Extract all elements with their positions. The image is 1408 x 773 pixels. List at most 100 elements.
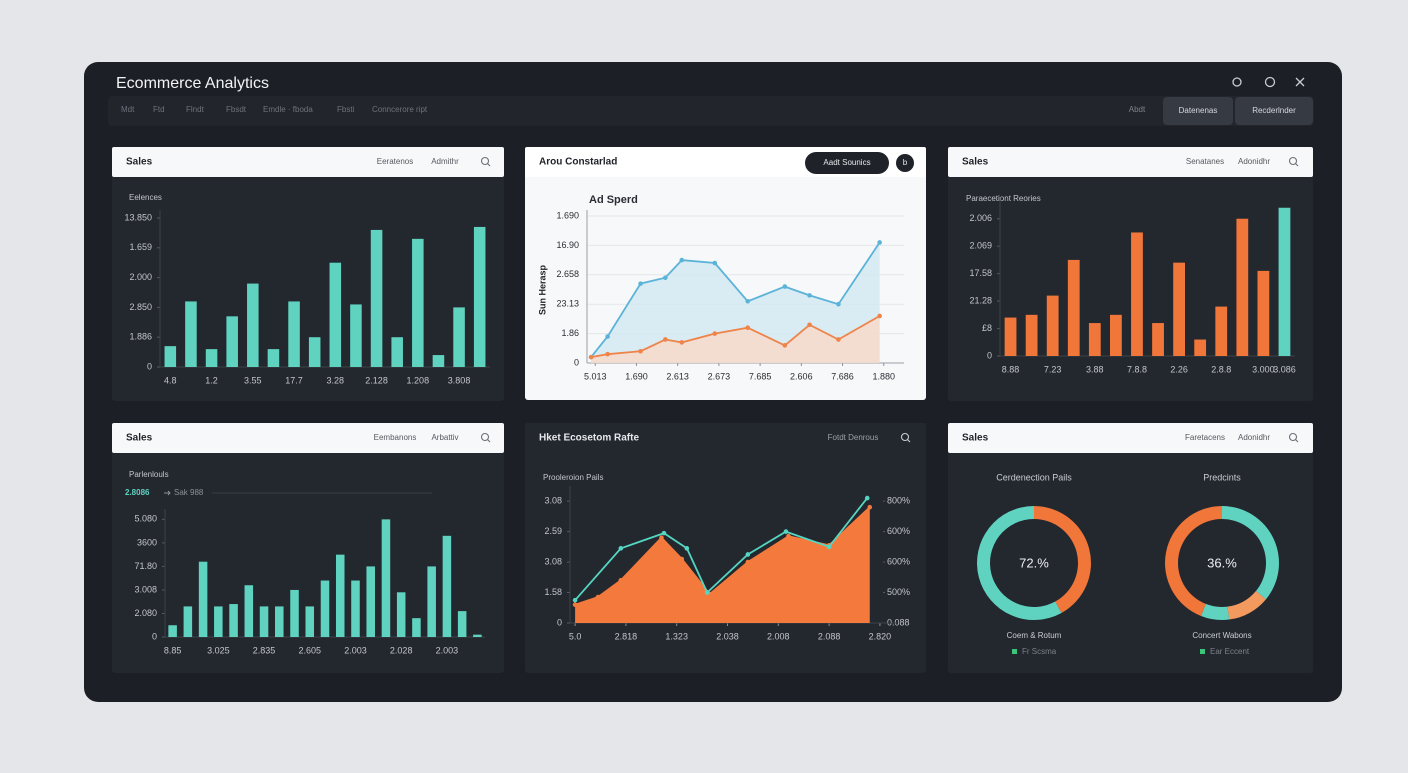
search-icon[interactable] bbox=[1288, 432, 1298, 442]
search-icon[interactable] bbox=[1288, 156, 1298, 166]
window-icon[interactable] bbox=[1232, 77, 1242, 87]
x-tick-label: 5.0 bbox=[569, 631, 582, 641]
panel-button[interactable] bbox=[805, 152, 889, 174]
nav-item[interactable]: Flndt bbox=[186, 105, 205, 114]
panel-header bbox=[525, 423, 926, 453]
y-tick-label: 23.13 bbox=[556, 299, 579, 309]
panel-title: Sales bbox=[962, 433, 989, 444]
bar bbox=[1088, 323, 1101, 356]
y-tick-label: 13.850 bbox=[124, 212, 152, 222]
search-icon[interactable] bbox=[1295, 163, 1299, 167]
point bbox=[588, 354, 594, 360]
panel-tab[interactable]: Arbattiv bbox=[431, 433, 458, 442]
header-button-label[interactable]: Datenenas bbox=[1179, 106, 1218, 115]
x-tick-label: 2.008 bbox=[767, 631, 790, 641]
point bbox=[572, 597, 578, 603]
bar bbox=[247, 283, 259, 367]
y-tick-label: 2.850 bbox=[129, 302, 152, 312]
panel-tab[interactable]: Adonidhr bbox=[1238, 157, 1270, 166]
x-tick-label: 7.686 bbox=[831, 371, 854, 381]
point bbox=[745, 552, 751, 557]
nav-item[interactable]: Emdle · fboda bbox=[263, 105, 313, 114]
header-button[interactable] bbox=[1235, 97, 1313, 125]
x-tick-label: 3.000 bbox=[1252, 364, 1275, 374]
bar bbox=[267, 349, 280, 367]
header-button[interactable] bbox=[1163, 97, 1233, 125]
x-tick-label: 5.013 bbox=[584, 371, 607, 381]
search-icon[interactable] bbox=[480, 432, 490, 442]
x-tick-label: 2.818 bbox=[615, 631, 638, 641]
y-tick-label: 2.069 bbox=[969, 241, 992, 251]
y-tick-label: 1.86 bbox=[561, 328, 579, 338]
line bbox=[574, 506, 871, 606]
y-tick-label: 2.080 bbox=[134, 608, 157, 618]
panel-icon[interactable] bbox=[896, 154, 914, 172]
x-tick-label: 2.028 bbox=[390, 645, 413, 655]
bar bbox=[473, 634, 482, 637]
bar bbox=[329, 262, 342, 367]
bar bbox=[275, 606, 284, 637]
chart-subtitle: Parlenlouls bbox=[129, 470, 169, 479]
nav-link[interactable]: Abdt bbox=[1129, 105, 1146, 114]
point bbox=[745, 325, 751, 331]
close-icon[interactable] bbox=[1295, 77, 1305, 87]
bar bbox=[391, 337, 403, 367]
x-tick-label: 3.88 bbox=[1086, 364, 1104, 374]
nav-item[interactable]: Fbsdt bbox=[226, 105, 247, 114]
bar bbox=[214, 606, 223, 637]
donut-title: Predcints bbox=[1203, 472, 1241, 482]
point bbox=[663, 337, 668, 342]
nav-item[interactable]: Conncerore ript bbox=[372, 105, 428, 114]
panel-icon-label[interactable]: b bbox=[903, 158, 908, 167]
y-tick-label: 0 bbox=[152, 631, 157, 641]
bar bbox=[442, 535, 452, 637]
area bbox=[591, 316, 880, 363]
bar bbox=[1152, 323, 1164, 356]
y-tick-label: 16.90 bbox=[556, 240, 579, 250]
bar bbox=[288, 301, 300, 367]
panel-title: Hket Ecosetom Rafte bbox=[539, 433, 639, 444]
panel-tab[interactable]: Faretacens bbox=[1185, 433, 1225, 442]
panel-title: Sales bbox=[126, 157, 153, 168]
x-tick-label: 2.835 bbox=[253, 645, 276, 655]
panel-tab[interactable]: Senatanes bbox=[1186, 157, 1224, 166]
search-icon[interactable] bbox=[487, 439, 491, 443]
bar bbox=[432, 355, 445, 367]
search-icon[interactable] bbox=[1295, 439, 1299, 443]
x-tick-label: 17.7 bbox=[285, 375, 303, 385]
bar bbox=[350, 304, 362, 367]
panel-title: Arou Constarlad bbox=[539, 157, 617, 168]
point bbox=[638, 281, 643, 286]
bar bbox=[335, 554, 345, 637]
header-button-label[interactable]: Recderlnder bbox=[1252, 106, 1296, 115]
y-tick-label: 3.008 bbox=[134, 584, 157, 594]
search-icon[interactable] bbox=[900, 432, 910, 442]
donut-segment bbox=[1222, 506, 1280, 600]
bar bbox=[457, 611, 467, 637]
panel-tab[interactable]: Admithr bbox=[431, 157, 459, 166]
donut-center-label: 36.% bbox=[1207, 555, 1237, 570]
window-icon[interactable] bbox=[1264, 76, 1276, 88]
search-icon[interactable] bbox=[487, 163, 491, 167]
bar bbox=[259, 606, 269, 637]
bar bbox=[1109, 314, 1122, 356]
bar bbox=[244, 585, 254, 637]
panel-tab[interactable]: Fotdt Denrous bbox=[828, 433, 879, 442]
panel-tab[interactable]: Eembanons bbox=[374, 433, 417, 442]
nav-item[interactable]: Fbsti bbox=[337, 105, 355, 114]
point bbox=[679, 556, 685, 562]
search-icon[interactable] bbox=[480, 156, 490, 166]
nav-item[interactable]: Ftd bbox=[153, 105, 165, 114]
search-icon[interactable] bbox=[907, 439, 911, 443]
point bbox=[807, 293, 812, 298]
bar bbox=[381, 519, 391, 637]
panel-tab[interactable]: Adonidhr bbox=[1238, 433, 1270, 442]
donut-caption: Concert Wabons bbox=[1192, 631, 1251, 640]
panel-header bbox=[948, 423, 1313, 453]
point bbox=[595, 594, 601, 600]
bar bbox=[1278, 207, 1291, 356]
panel-button-label[interactable]: Aadt Sounics bbox=[823, 158, 870, 167]
panel-tab[interactable]: Eeratenos bbox=[377, 157, 413, 166]
y-tick-label: 0 bbox=[574, 357, 579, 367]
nav-item[interactable]: Mdt bbox=[121, 105, 135, 114]
